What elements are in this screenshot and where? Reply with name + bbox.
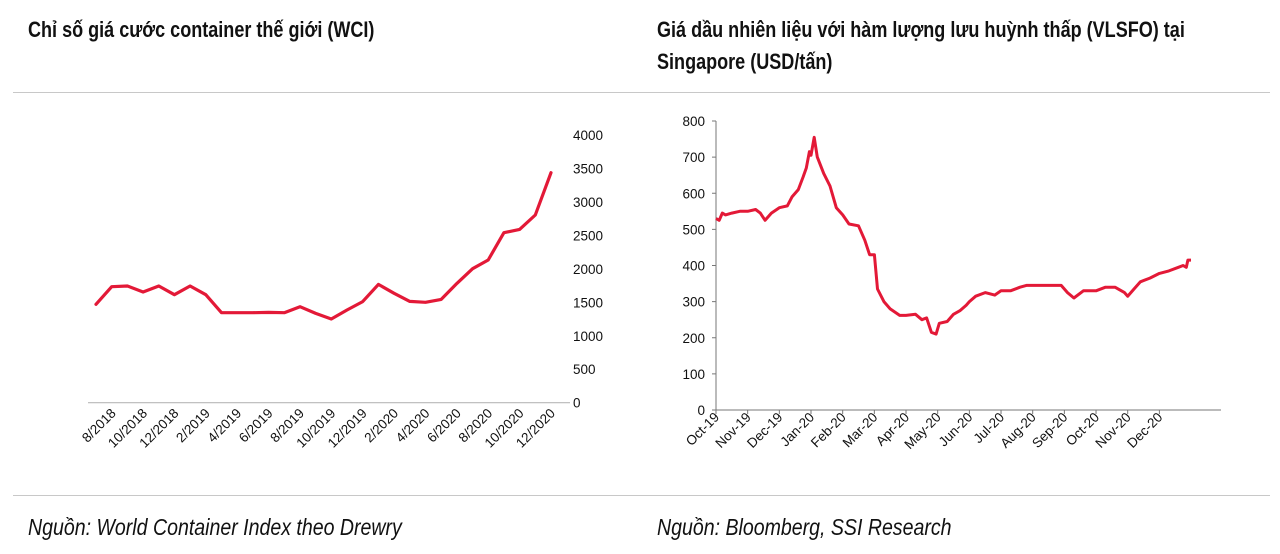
wci-series-line [94,171,553,321]
vlsfo-x-tick-label: Dec-19 [744,410,785,451]
wci-y-tick-label: 3500 [573,161,603,176]
wci-y-tick-label: 500 [573,362,596,377]
vlsfo-y-tick-label: 700 [682,150,705,165]
vlsfo-y-tick-label: 500 [682,222,705,237]
vlsfo-x-tick-label: Dec-20 [1124,410,1165,451]
wci-x-tick-label: 4/2020 [393,406,433,446]
wci-x-tick-label: 2/2020 [361,406,401,446]
vlsfo-x-tick-label: Feb-20 [808,410,849,451]
top-divider [13,92,1270,93]
vlsfo-chart-title: Giá dầu nhiên liệu với hàm lượng lưu huỳ… [657,14,1185,78]
vlsfo-source: Nguồn: Bloomberg, SSI Research [657,514,952,540]
wci-y-tick-label: 1000 [573,329,603,344]
wci-x-tick-label: 6/2019 [236,406,276,446]
wci-source: Nguồn: World Container Index theo Drewry [28,514,402,540]
vlsfo-series-line [715,135,1191,336]
vlsfo-x-tick-label: Jun-20 [936,410,976,450]
vlsfo-title-line-1: Giá dầu nhiên liệu với hàm lượng lưu huỳ… [657,17,1185,42]
wci-chart-title: Chỉ số giá cước container thế giới (WCI) [28,17,375,42]
wci-y-tick-label: 0 [573,396,581,411]
vlsfo-y-tick-label: 100 [682,367,705,382]
wci-y-tick-label: 1500 [573,295,603,310]
vlsfo-y-tick-label: 800 [682,114,705,129]
vlsfo-title-line-2: Singapore (USD/tấn) [657,49,833,74]
vlsfo-y-tick-label: 200 [682,331,705,346]
vlsfo-y-tick-label: 600 [682,186,705,201]
vlsfo-y-tick-label: 300 [682,295,705,310]
bottom-divider [13,495,1270,496]
vlsfo-y-tick-label: 400 [682,259,705,274]
wci-y-tick-label: 4000 [573,128,603,143]
vlsfo-y-tick-label: 0 [697,403,705,418]
wci-x-tick-label: 6/2020 [424,406,464,446]
wci-x-tick-label: 2/2019 [173,406,213,446]
vlsfo-x-tick-label: Sep-20 [1029,410,1070,451]
wci-x-tick-label: 4/2019 [205,406,245,446]
wci-y-tick-label: 2000 [573,262,603,277]
vlsfo-x-tick-label: Mar-20 [840,410,881,451]
wci-y-tick-label: 2500 [573,228,603,243]
wci-y-tick-label: 3000 [573,195,603,210]
